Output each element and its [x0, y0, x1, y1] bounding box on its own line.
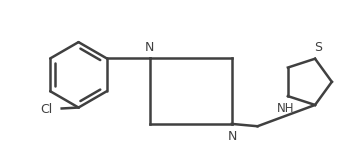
Text: Cl: Cl — [40, 103, 52, 116]
Text: N: N — [228, 130, 237, 143]
Text: S: S — [314, 41, 322, 54]
Text: N: N — [145, 41, 154, 54]
Text: NH: NH — [277, 102, 295, 115]
